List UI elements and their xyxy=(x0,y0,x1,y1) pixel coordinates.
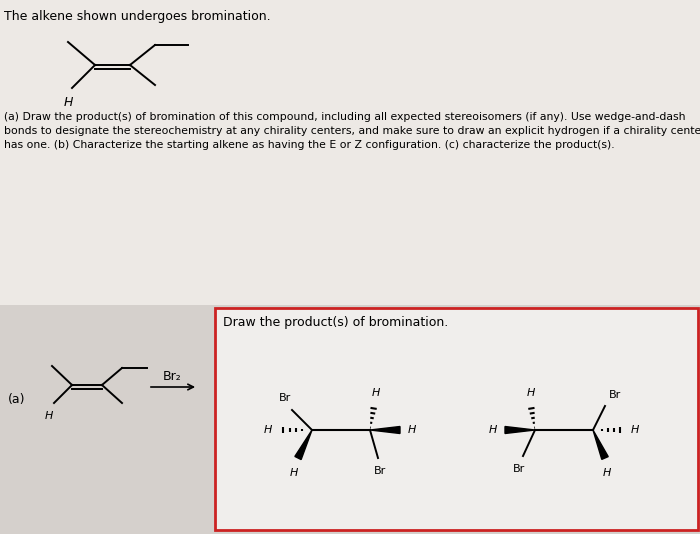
Text: H: H xyxy=(527,388,536,398)
Text: H: H xyxy=(63,96,73,109)
Polygon shape xyxy=(370,427,400,434)
Text: H: H xyxy=(290,468,298,478)
Text: The alkene shown undergoes bromination.: The alkene shown undergoes bromination. xyxy=(4,10,271,23)
Text: H: H xyxy=(631,425,639,435)
Text: H: H xyxy=(264,425,272,435)
Text: has one. (b) Characterize the starting alkene as having the E or Z configuration: has one. (b) Characterize the starting a… xyxy=(4,140,615,150)
Text: H: H xyxy=(603,468,611,478)
FancyBboxPatch shape xyxy=(0,305,700,534)
Polygon shape xyxy=(593,430,608,459)
Text: H: H xyxy=(489,425,497,435)
Polygon shape xyxy=(295,430,312,460)
Text: Br: Br xyxy=(374,466,386,476)
Text: H: H xyxy=(408,425,416,435)
FancyBboxPatch shape xyxy=(215,308,698,530)
Text: Br: Br xyxy=(513,464,525,474)
Text: bonds to designate the stereochemistry at any chirality centers, and make sure t: bonds to designate the stereochemistry a… xyxy=(4,126,700,136)
Text: (a) Draw the product(s) of bromination of this compound, including all expected : (a) Draw the product(s) of bromination o… xyxy=(4,112,685,122)
Text: Draw the product(s) of bromination.: Draw the product(s) of bromination. xyxy=(223,316,448,329)
Text: (a): (a) xyxy=(8,394,25,406)
Polygon shape xyxy=(505,427,535,434)
Text: H: H xyxy=(372,388,380,398)
Text: Br₂: Br₂ xyxy=(162,370,181,382)
Text: H: H xyxy=(45,411,53,421)
Text: Br: Br xyxy=(609,390,622,400)
Text: Br: Br xyxy=(279,393,291,403)
